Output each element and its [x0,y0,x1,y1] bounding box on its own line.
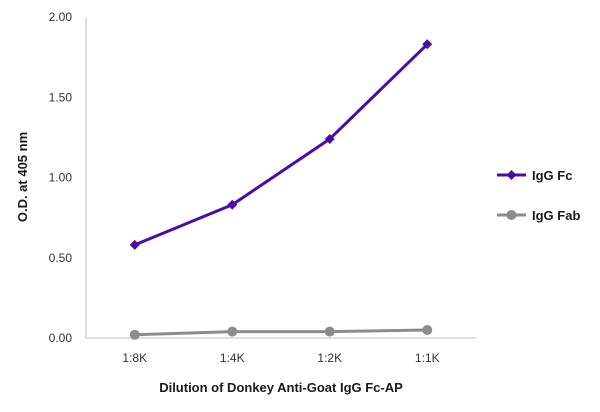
legend-marker [506,170,517,180]
y-axis-title: O.D. at 405 nm [15,132,30,222]
data-point [129,329,140,340]
legend-item: IgG Fab [497,208,580,223]
series-igg-fab [129,324,433,340]
series-layer [129,39,433,340]
data-point [129,239,140,250]
legend-item: IgG Fc [497,168,572,183]
data-point [324,133,335,144]
series-igg-fc [129,39,433,250]
data-point [227,326,238,337]
y-tick-label: 1.00 [49,171,73,185]
data-point [227,199,238,210]
series-line [134,43,429,247]
x-tick-label: 1:4K [220,351,245,365]
y-tick-label: 1.50 [49,90,73,104]
legend-label: IgG Fc [532,168,572,183]
legend: IgG Fc IgG Fab [497,168,580,223]
y-tick-label: 0.50 [49,251,73,265]
y-tick-label: 2.00 [49,10,73,24]
x-tick-labels: 1:8K 1:4K 1:2K 1:1K [122,351,439,365]
data-point [422,324,433,335]
data-point [422,39,433,50]
y-tick-labels: 0.00 0.50 1.00 1.50 2.00 [49,10,73,345]
data-point [324,326,335,337]
y-tick-label: 0.00 [49,331,73,345]
legend-marker [506,210,517,220]
series-line [134,328,428,337]
x-tick-label: 1:2K [317,351,342,365]
x-axis-title: Dilution of Donkey Anti-Goat IgG Fc-AP [159,380,403,395]
legend-label: IgG Fab [532,208,580,223]
x-tick-label: 1:1K [415,351,440,365]
x-tick-label: 1:8K [122,351,147,365]
